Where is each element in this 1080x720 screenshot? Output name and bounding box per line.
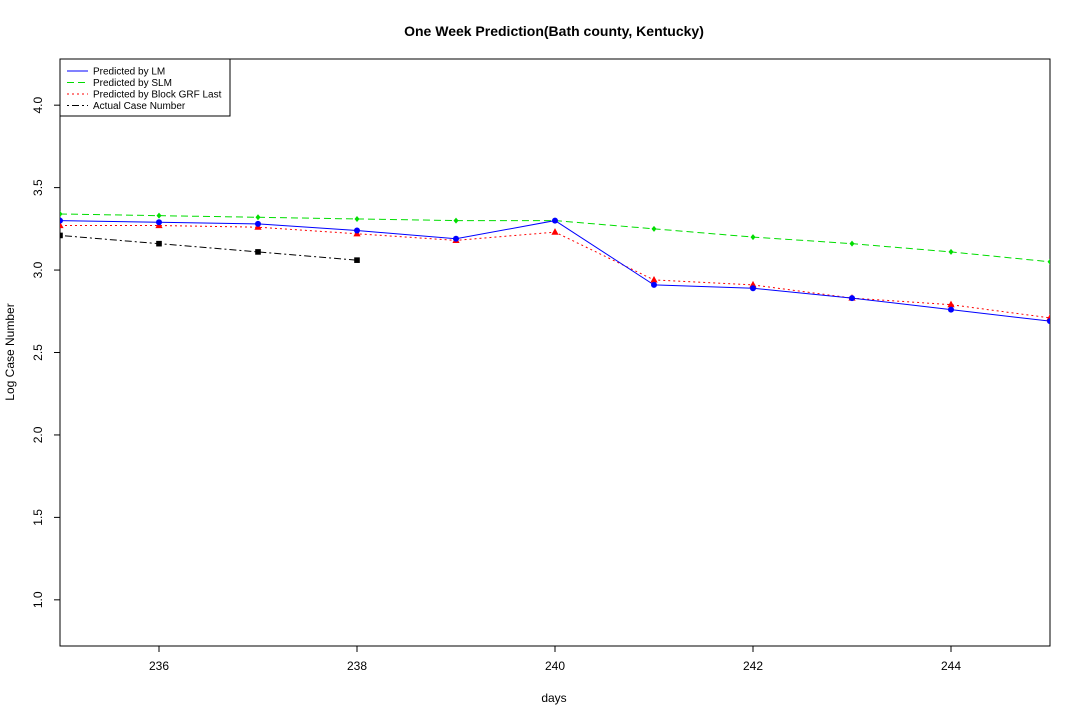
data-point [255,214,261,221]
y-tick-label: 1.0 [31,591,45,608]
series-line [60,220,1050,322]
y-tick-label: 1.5 [31,509,45,526]
x-tick-label: 244 [941,659,961,673]
data-point [156,240,162,247]
data-point [651,225,657,232]
data-point [947,300,955,308]
data-point [651,281,657,288]
data-point [255,249,261,255]
y-axis-label: Log Case Number [3,303,17,400]
data-point [60,232,63,239]
data-point [750,285,756,292]
data-point [551,228,559,235]
series-line [60,234,358,261]
data-point [1047,258,1050,265]
y-tick-label: 3.5 [31,179,45,196]
data-point [849,295,855,302]
legend-label: Predicted by LM [93,67,165,78]
y-axis: 1.0 1.5 2.0 2.5 3.0 3.5 4.0 [31,97,60,608]
data-point [750,234,756,241]
legend-box [59,58,231,117]
y-tick-label: 2.0 [31,426,45,443]
data-point [156,219,162,226]
data-point [255,220,261,227]
data-point [948,248,954,255]
data-point [453,217,459,224]
y-tick-label: 4.0 [31,97,45,114]
data-point [60,217,63,224]
x-tick-label: 242 [743,659,763,673]
data-point [60,210,63,217]
data-point [948,306,954,313]
legend-label: Actual Case Number [93,101,186,112]
series-layer [60,210,1050,325]
chart-title: One Week Prediction(Bath county, Kentuck… [404,23,704,39]
data-point [1047,318,1050,325]
x-tick-label: 236 [149,659,169,673]
data-point [849,240,855,247]
data-point [354,227,360,234]
x-tick-label: 240 [545,659,565,673]
data-point [453,235,459,242]
legend-label: Predicted by Block GRF Last [93,90,222,101]
data-point [156,212,162,219]
x-tick-label: 238 [347,659,367,673]
x-axis-label: days [541,691,566,705]
series-group [60,210,1050,325]
legend-label: Predicted by SLM [93,78,172,89]
data-point [552,217,558,224]
y-tick-label: 2.5 [31,344,45,361]
data-point [354,215,360,222]
data-point [650,275,658,283]
data-point [354,257,360,263]
y-tick-label: 3.0 [31,261,45,278]
plot-area-frame [59,58,1051,647]
x-axis: 236 238 240 242 244 [149,646,961,673]
